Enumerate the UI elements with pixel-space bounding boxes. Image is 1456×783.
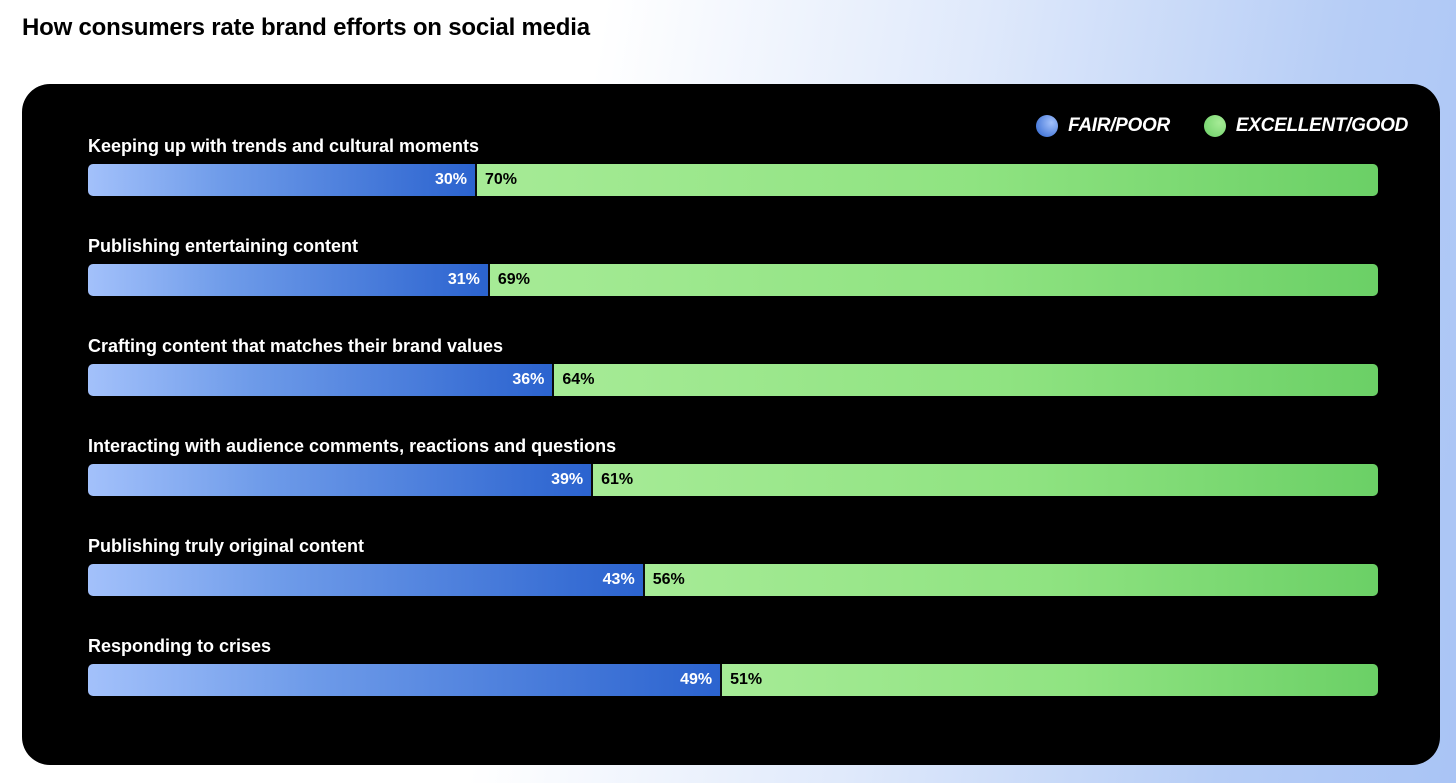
data-label-fair-poor: 39% — [551, 471, 584, 488]
category-label: Publishing entertaining content — [88, 236, 358, 256]
bar-segment-fair-poor: 30% — [88, 164, 475, 196]
bar-segment-fair-poor: 31% — [88, 264, 488, 296]
bar-segment-fair-poor: 39% — [88, 464, 592, 496]
bar-row: Responding to crises 49% 51% — [88, 636, 1378, 696]
data-label-excellent-good: 61% — [601, 471, 634, 488]
bar-segment-excellent-good: 56% — [642, 564, 1378, 596]
data-label-excellent-good: 51% — [730, 671, 763, 688]
stacked-bar: 31% 69% — [88, 264, 1378, 296]
bar-row: Publishing entertaining content 31% 69% — [88, 236, 1378, 296]
category-label: Keeping up with trends and cultural mome… — [88, 136, 480, 156]
page-title: How consumers rate brand efforts on soci… — [22, 14, 590, 41]
bar-segment-excellent-good: 51% — [720, 664, 1378, 696]
fair-poor-swatch-icon — [1036, 115, 1059, 137]
stacked-bar: 36% 64% — [88, 364, 1378, 396]
bar-row: Interacting with audience comments, reac… — [88, 436, 1378, 496]
category-label: Interacting with audience comments, reac… — [88, 436, 617, 456]
data-label-excellent-good: 69% — [497, 271, 530, 288]
bar-row: Publishing truly original content 43% 56% — [88, 536, 1378, 596]
legend-label-fair-poor: FAIR/POOR — [1068, 115, 1170, 136]
data-label-fair-poor: 49% — [680, 671, 713, 688]
legend: FAIR/POOR EXCELLENT/GOOD — [1036, 115, 1408, 137]
bar-segment-excellent-good: 61% — [591, 464, 1378, 496]
data-label-fair-poor: 31% — [447, 271, 480, 288]
chart-panel: FAIR/POOR EXCELLENT/GOOD Keeping up with… — [22, 84, 1440, 765]
bar-segment-excellent-good: 70% — [475, 164, 1378, 196]
bar-segment-fair-poor: 43% — [88, 564, 643, 596]
bar-segment-excellent-good: 69% — [487, 264, 1378, 296]
data-label-excellent-good: 56% — [652, 571, 685, 588]
legend-item-fair-poor: FAIR/POOR — [1036, 115, 1170, 137]
stacked-bar: 43% 56% — [88, 564, 1378, 596]
data-label-fair-poor: 36% — [512, 371, 545, 388]
data-label-excellent-good: 64% — [562, 371, 595, 388]
bar-row: Crafting content that matches their bran… — [88, 336, 1378, 396]
data-label-fair-poor: 43% — [602, 571, 635, 588]
data-label-excellent-good: 70% — [485, 171, 518, 188]
category-label: Publishing truly original content — [88, 536, 365, 556]
category-label: Crafting content that matches their bran… — [88, 336, 504, 356]
legend-item-excellent-good: EXCELLENT/GOOD — [1203, 115, 1408, 137]
stacked-bar: 39% 61% — [88, 464, 1378, 496]
stacked-bar: 30% 70% — [88, 164, 1378, 196]
bar-segment-excellent-good: 64% — [552, 364, 1378, 396]
category-label: Responding to crises — [88, 636, 272, 656]
bar-segment-fair-poor: 36% — [88, 364, 553, 396]
legend-label-excellent-good: EXCELLENT/GOOD — [1235, 115, 1408, 136]
data-label-fair-poor: 30% — [434, 171, 467, 188]
stacked-bar: 49% 51% — [88, 664, 1378, 696]
bar-segment-fair-poor: 49% — [88, 664, 721, 696]
bar-row: Keeping up with trends and cultural mome… — [88, 136, 1378, 196]
excellent-good-swatch-icon — [1203, 115, 1226, 137]
